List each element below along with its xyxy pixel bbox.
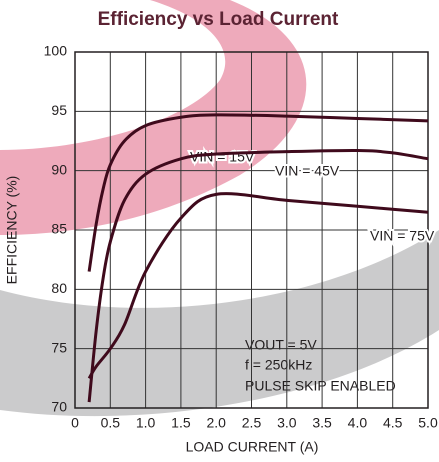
y-axis-label: EFFICIENCY (%)	[4, 176, 20, 285]
annotation: VOUT = 5V	[245, 337, 317, 353]
x-tick-label: 3.5	[312, 415, 332, 431]
y-tick-label: 95	[51, 102, 67, 118]
watermark-pink	[0, 0, 306, 235]
annotation: PULSE SKIP ENABLED	[245, 378, 396, 394]
x-tick-label: 0	[71, 415, 79, 431]
x-tick-label: 4.0	[348, 415, 368, 431]
annotation: f = 250kHz	[245, 357, 312, 373]
x-tick-label: 2.5	[242, 415, 262, 431]
x-tick-label: 3.0	[277, 415, 297, 431]
x-tick-label: 0.5	[101, 415, 121, 431]
x-tick-label: 5.0	[418, 415, 438, 431]
y-tick-label: 70	[51, 399, 67, 415]
series-label: VIN = 75V	[370, 228, 435, 244]
x-tick-label: 1.5	[171, 415, 191, 431]
x-axis-label: LOAD CURRENT (A)	[186, 439, 319, 455]
y-tick-label: 80	[51, 280, 67, 296]
x-tick-label: 4.5	[383, 415, 403, 431]
y-tick-label: 85	[51, 221, 67, 237]
series-label: VIN = 45V	[275, 163, 340, 179]
y-tick-label: 90	[51, 161, 67, 177]
y-tick-label: 100	[44, 43, 68, 59]
chart-title: Efficiency vs Load Current	[98, 9, 339, 30]
chart: Efficiency vs Load Current LOAD CURRENT …	[0, 0, 439, 462]
x-tick-label: 1.0	[136, 415, 156, 431]
y-tick-label: 75	[51, 339, 67, 355]
x-tick-label: 2.0	[206, 415, 226, 431]
